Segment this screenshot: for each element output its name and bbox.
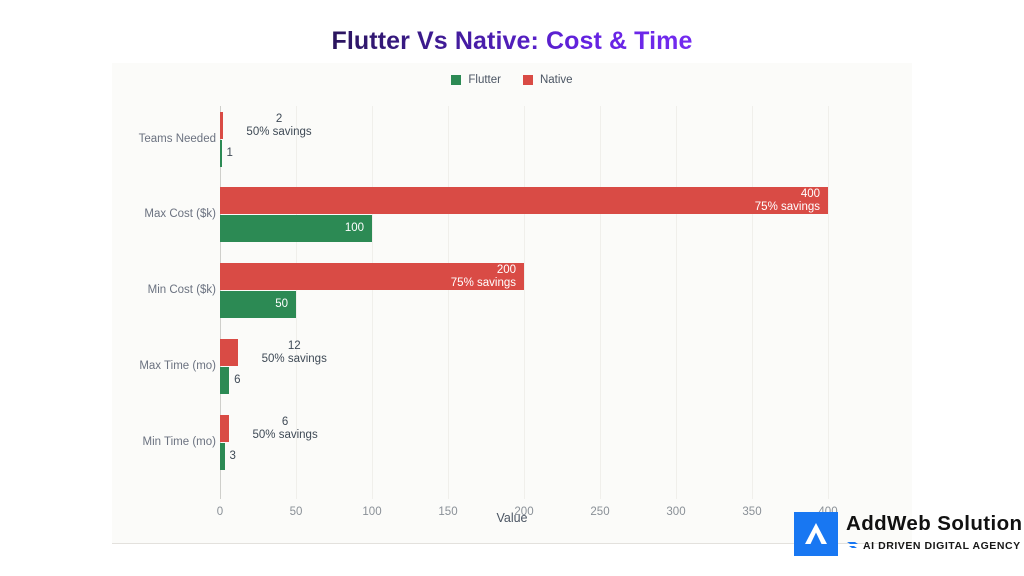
arrow-flourish-icon [846, 538, 859, 554]
logo-tagline-row: AI DRIVEN DIGITAL AGENCY [846, 538, 1024, 554]
x-tick-label: 150 [438, 506, 458, 518]
legend-label-native: Native [539, 74, 573, 86]
bar-value-label-flutter: 3 [229, 450, 236, 462]
x-tick-label: 0 [216, 506, 224, 518]
logo-tagline: AI DRIVEN DIGITAL AGENCY [863, 540, 1021, 552]
gridline [448, 106, 449, 499]
bar-value-label-flutter: 50 [275, 298, 288, 310]
y-tick-label: Min Time (mo) [142, 436, 216, 448]
y-tick-label: Min Cost ($k) [147, 284, 216, 296]
gridline [600, 106, 601, 499]
bar-flutter[interactable] [220, 443, 225, 470]
addweb-a-mark-icon [794, 512, 838, 556]
bar-value-label-flutter: 6 [234, 374, 241, 386]
legend-label-flutter: Flutter [468, 74, 501, 86]
gridline [828, 106, 829, 499]
bar-native[interactable] [220, 263, 524, 290]
gridline [372, 106, 373, 499]
logo-name: AddWeb Solution [846, 511, 1023, 535]
bar-value-label-native: 12 50% savings [261, 340, 327, 365]
gridline [524, 106, 525, 499]
x-tick-label: 300 [666, 506, 686, 518]
bar-native[interactable] [220, 339, 239, 366]
plot-area: 2 50% savings 1 400 75% savings 100 200 75% sav… [139, 106, 838, 518]
bar-value-label-flutter: 1 [226, 147, 233, 159]
square-swatch-icon [522, 75, 533, 85]
x-tick-label: 350 [742, 506, 762, 518]
bar-flutter[interactable] [220, 215, 372, 242]
square-swatch-icon [451, 75, 462, 85]
bar-value-label-native: 6 50% savings [252, 416, 318, 441]
bar-value-label-flutter: 100 [344, 222, 364, 234]
x-tick-label: 50 [289, 506, 303, 518]
brand-logo[interactable]: AddWeb Solution AI DRIVEN DIGITAL AGENCY [794, 512, 1024, 556]
gridline [752, 106, 753, 499]
bar-flutter[interactable] [220, 140, 222, 167]
chart-panel: Flutter Native 2 50% savings 1 400 75% savin… [112, 63, 912, 544]
logo-text-block: AddWeb Solution AI DRIVEN DIGITAL AGENCY [846, 511, 1024, 555]
bar-native[interactable] [220, 112, 224, 139]
x-tick-label: 100 [362, 506, 382, 518]
y-tick-label: Teams Needed [138, 133, 216, 145]
bar-flutter[interactable] [220, 291, 296, 318]
bar-flutter[interactable] [220, 367, 230, 394]
y-tick-label: Max Time (mo) [139, 360, 216, 372]
bar-native[interactable] [220, 187, 828, 214]
y-tick-label: Max Cost ($k) [144, 208, 216, 220]
legend-item-flutter[interactable]: Flutter [451, 74, 501, 86]
x-tick-label: 200 [514, 506, 534, 518]
page-title: Flutter Vs Native: Cost & Time [0, 27, 1024, 56]
bar-value-label-native: 400 75% savings [754, 188, 820, 213]
bar-value-label-native: 2 50% savings [246, 113, 312, 138]
chart-legend: Flutter Native [112, 74, 912, 86]
bar-value-label-native: 200 75% savings [450, 264, 516, 289]
x-axis-label: Value [496, 511, 528, 525]
legend-item-native[interactable]: Native [522, 74, 573, 86]
bar-native[interactable] [220, 415, 230, 442]
x-tick-label: 250 [590, 506, 610, 518]
gridline [676, 106, 677, 499]
gridline [296, 106, 297, 499]
